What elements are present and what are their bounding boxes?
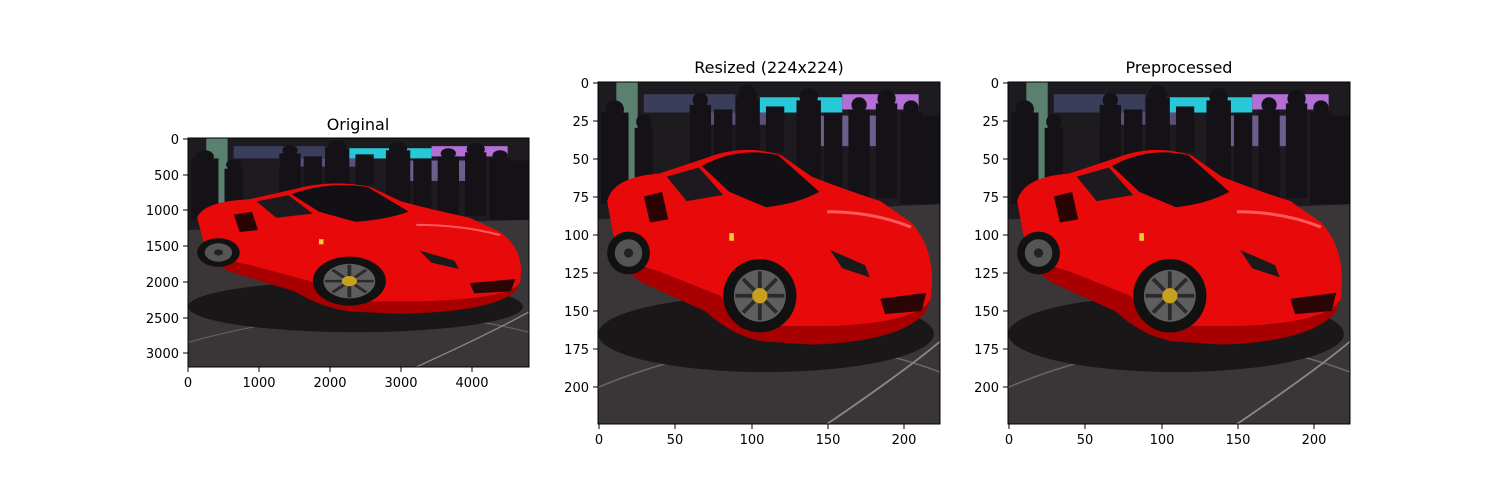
image-original	[188, 138, 529, 367]
y-axis: 0 500 1000 1500 2000 2500 3000	[146, 133, 188, 362]
x-tick-label: 2000	[313, 376, 346, 391]
panel-resized: Resized (224x224) 0 50 100 150 200 0	[564, 58, 941, 448]
y-tick-label: 75	[982, 191, 999, 206]
panel-title: Resized (224x224)	[694, 58, 844, 77]
x-tick-label: 0	[595, 433, 603, 448]
y-tick-label: 3000	[146, 347, 179, 362]
x-tick-label: 50	[1077, 433, 1094, 448]
y-tick-label: 0	[581, 77, 589, 92]
axes-frame	[1007, 81, 1351, 425]
x-tick-label: 150	[1226, 433, 1251, 448]
y-tick-label: 125	[974, 267, 999, 282]
x-tick-label: 0	[1005, 433, 1013, 448]
panel-title: Original	[327, 115, 390, 134]
y-tick-label: 0	[171, 133, 179, 148]
x-tick-label: 100	[1150, 433, 1175, 448]
axes-frame	[187, 137, 530, 368]
x-tick-label: 100	[740, 433, 765, 448]
y-tick-label: 1500	[146, 240, 179, 255]
x-tick-label: 1000	[242, 376, 275, 391]
axes-frame	[597, 81, 941, 425]
y-tick-label: 2000	[146, 276, 179, 291]
y-tick-label: 500	[154, 169, 179, 184]
x-axis: 0 50 100 150 200	[1005, 424, 1327, 448]
image-resized	[598, 82, 940, 424]
y-tick-label: 100	[974, 229, 999, 244]
y-tick-label: 25	[982, 115, 999, 130]
y-tick-label: 100	[564, 229, 589, 244]
y-tick-label: 200	[974, 381, 999, 396]
y-tick-label: 0	[991, 77, 999, 92]
panel-preprocessed: Preprocessed 0 50 100 150 200 0 25	[974, 58, 1351, 448]
x-tick-label: 4000	[455, 376, 488, 391]
x-tick-label: 150	[816, 433, 841, 448]
image-preprocessed	[1008, 82, 1350, 424]
panel-original: Original 0 1000 2000 3000 4000 0 500 100…	[146, 115, 530, 391]
y-tick-label: 25	[572, 115, 589, 130]
y-tick-label: 175	[974, 343, 999, 358]
y-tick-label: 2500	[146, 312, 179, 327]
panel-title: Preprocessed	[1126, 58, 1233, 77]
x-axis: 0 1000 2000 3000 4000	[184, 367, 489, 391]
y-tick-label: 50	[982, 153, 999, 168]
x-axis: 0 50 100 150 200	[595, 424, 917, 448]
y-tick-label: 125	[564, 267, 589, 282]
y-tick-label: 75	[572, 191, 589, 206]
y-tick-label: 150	[974, 305, 999, 320]
y-tick-label: 1000	[146, 204, 179, 219]
y-axis: 0 25 50 75 100 125 150 175 200	[564, 77, 598, 396]
x-tick-label: 0	[184, 376, 192, 391]
x-tick-label: 200	[1302, 433, 1327, 448]
x-tick-label: 3000	[384, 376, 417, 391]
y-tick-label: 175	[564, 343, 589, 358]
y-tick-label: 150	[564, 305, 589, 320]
y-axis: 0 25 50 75 100 125 150 175 200	[974, 77, 1008, 396]
y-tick-label: 200	[564, 381, 589, 396]
x-tick-label: 200	[892, 433, 917, 448]
y-tick-label: 50	[572, 153, 589, 168]
x-tick-label: 50	[667, 433, 684, 448]
